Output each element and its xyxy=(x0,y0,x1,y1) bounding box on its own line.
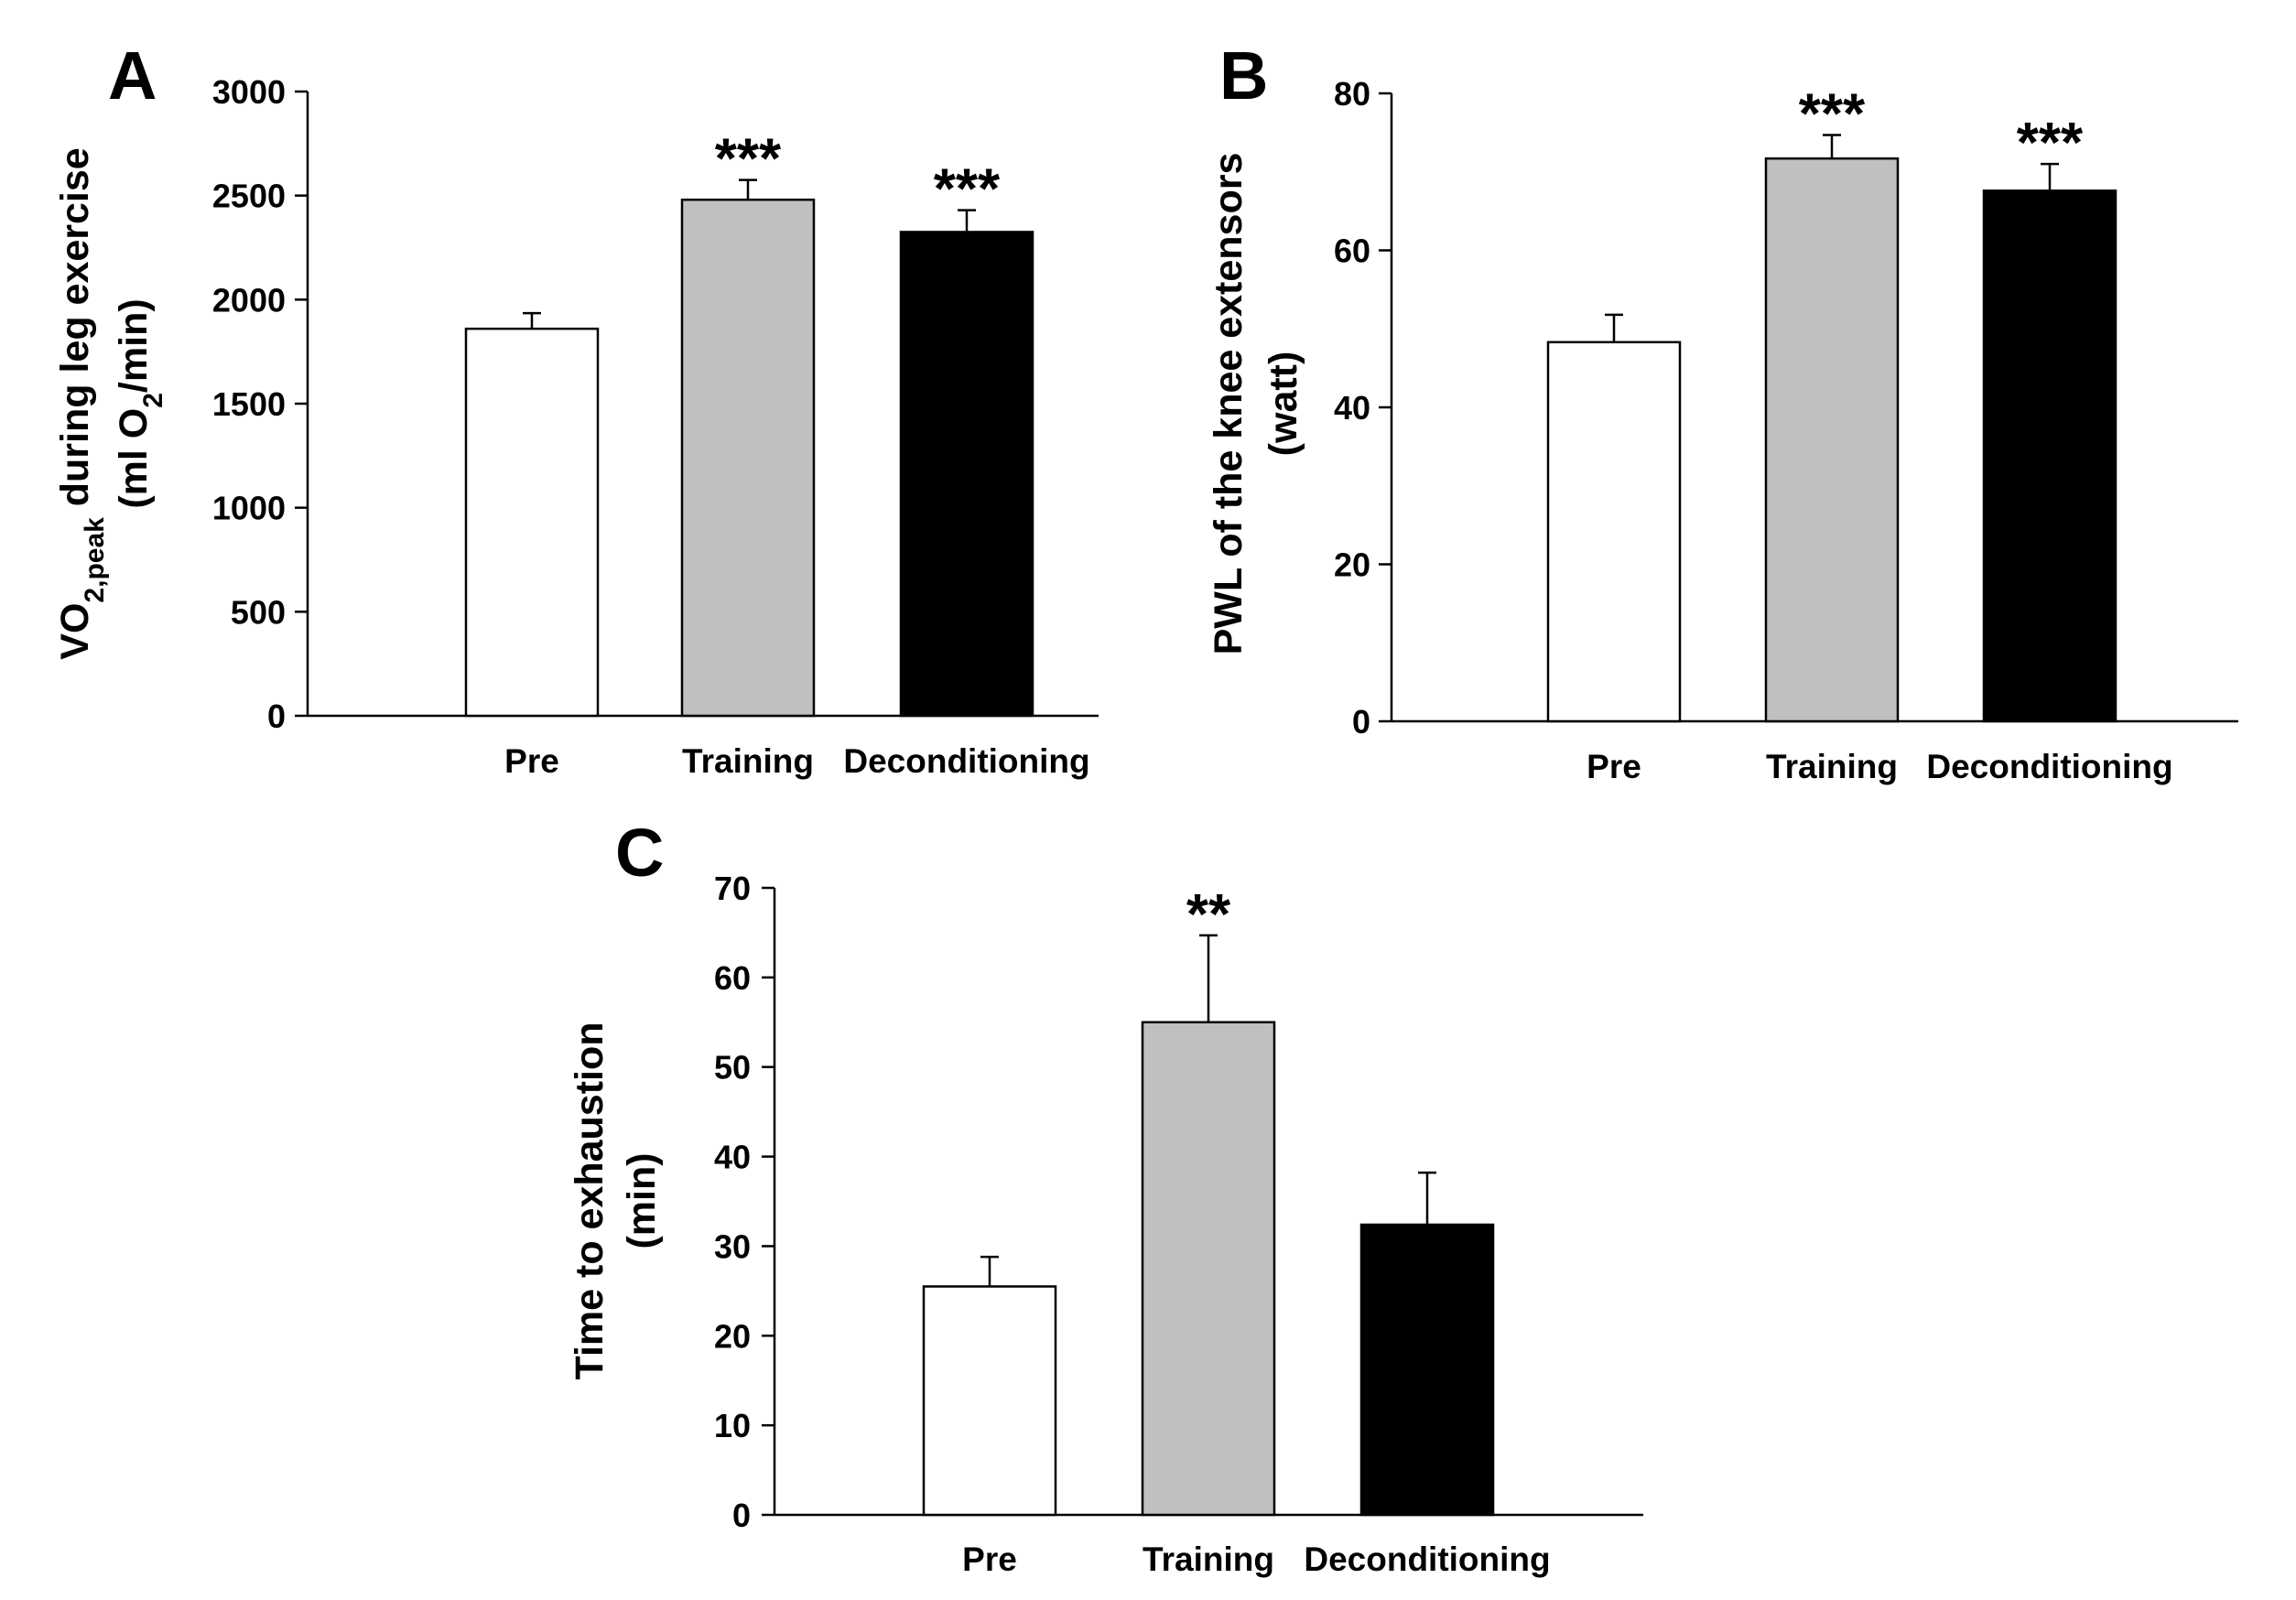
panel-b: B 0 20 40 60 80 Pre *** Training *** Deconditionin… xyxy=(1207,38,2238,785)
panel-b-significance-training: *** xyxy=(1799,82,1866,146)
panel-a-y-tick-label: 2000 xyxy=(212,281,286,319)
panel-b-category-training: Training xyxy=(1766,748,1898,785)
panel-a: A 0 500 1000 1500 2000 2500 3000 Pre *** Training *… xyxy=(53,38,1099,780)
panel-c-errorbar-pre xyxy=(980,1255,999,1287)
panel-b-bar-pre xyxy=(1546,341,1682,723)
panel-c-y-tick-label: 10 xyxy=(714,1407,751,1444)
panel-a-ylabel-line1: VO2,peak during leg exercise xyxy=(53,147,110,659)
panel-a-category-pre: Pre xyxy=(504,742,559,780)
panel-a-bar-pre xyxy=(464,327,600,718)
panel-c-y-tick-label: 70 xyxy=(714,870,751,907)
panel-a-errorbar-training xyxy=(739,178,757,200)
panel-b-category-deconditioning: Deconditioning xyxy=(1926,748,2172,785)
panel-a-category-deconditioning: Deconditioning xyxy=(843,742,1089,780)
panel-b-y-tick-label: 40 xyxy=(1334,389,1370,427)
panel-c-bar-deconditioning xyxy=(1359,1223,1495,1517)
panel-c-y-tick-label: 30 xyxy=(714,1227,751,1265)
panel-b-letter: B xyxy=(1219,38,1268,114)
panel-b-bar-deconditioning xyxy=(1982,189,2117,723)
panel-c-category-training: Training xyxy=(1143,1541,1274,1578)
panel-b-category-pre: Pre xyxy=(1587,748,1641,785)
panel-b-y-tick-label: 80 xyxy=(1334,75,1370,113)
panel-b-bar-training xyxy=(1764,157,1900,723)
panel-a-letter: A xyxy=(108,38,157,114)
panel-b-ylabel-line1: PWL of the knee extensors xyxy=(1207,153,1251,655)
panel-a-ylabel-line2: (ml O2/min) xyxy=(112,298,168,508)
panel-c-significance-training: ** xyxy=(1186,883,1231,946)
panel-c-category-pre: Pre xyxy=(962,1541,1017,1578)
panel-a-category-training: Training xyxy=(682,742,814,780)
panel-a-y-tick-label: 2500 xyxy=(212,178,286,215)
panel-a-y-tick-label: 1500 xyxy=(212,385,286,423)
panel-c-bar-pre xyxy=(922,1285,1057,1517)
panel-a-significance-training: *** xyxy=(715,128,782,191)
panel-a-y-tick-label: 500 xyxy=(231,593,286,631)
panel-a-bar-training xyxy=(680,198,816,718)
panel-c-y-tick-label: 50 xyxy=(714,1049,751,1086)
panel-c-y-tick-label: 40 xyxy=(714,1139,751,1176)
panel-b-y-tick-label: 20 xyxy=(1334,546,1370,584)
panel-a-y-tick-label: 3000 xyxy=(212,73,286,111)
panel-c-errorbar-deconditioning xyxy=(1418,1171,1436,1225)
panel-c-errorbar-training xyxy=(1199,934,1218,1022)
panel-b-errorbar-training xyxy=(1823,134,1841,159)
panel-a-bar-deconditioning xyxy=(899,231,1034,718)
panel-c-bar-training xyxy=(1141,1021,1276,1517)
panel-b-significance-deconditioning: *** xyxy=(2017,112,2084,175)
panel-b-y-tick-label: 0 xyxy=(1352,703,1370,741)
panel-c-y-tick-label: 20 xyxy=(714,1317,751,1355)
panel-b-errorbar-deconditioning xyxy=(2041,162,2059,191)
panel-b-errorbar-pre xyxy=(1605,313,1623,342)
panel-a-errorbar-pre xyxy=(523,311,541,330)
panel-a-y-tick-label: 0 xyxy=(267,697,286,735)
panel-b-y-tick-label: 60 xyxy=(1334,232,1370,270)
panel-c-y-tick-label: 0 xyxy=(732,1497,751,1534)
panel-c-letter: C xyxy=(615,815,664,891)
panel-c-ylabel-line1: Time to exhaustion xyxy=(568,1022,612,1379)
panel-a-errorbar-deconditioning xyxy=(958,209,976,232)
panel-c-ylabel-line2: (min) xyxy=(620,1152,664,1249)
panel-b-ylabel-line2: (watt) xyxy=(1262,351,1305,457)
panel-a-significance-deconditioning: *** xyxy=(934,158,1001,222)
panel-c-category-deconditioning: Deconditioning xyxy=(1304,1541,1550,1578)
panel-c-y-tick-label: 60 xyxy=(714,959,751,997)
panel-c: C 0 10 20 30 40 50 60 70 Pre ** Training Decondition… xyxy=(568,815,1643,1578)
panel-a-y-tick-label: 1000 xyxy=(212,490,286,527)
